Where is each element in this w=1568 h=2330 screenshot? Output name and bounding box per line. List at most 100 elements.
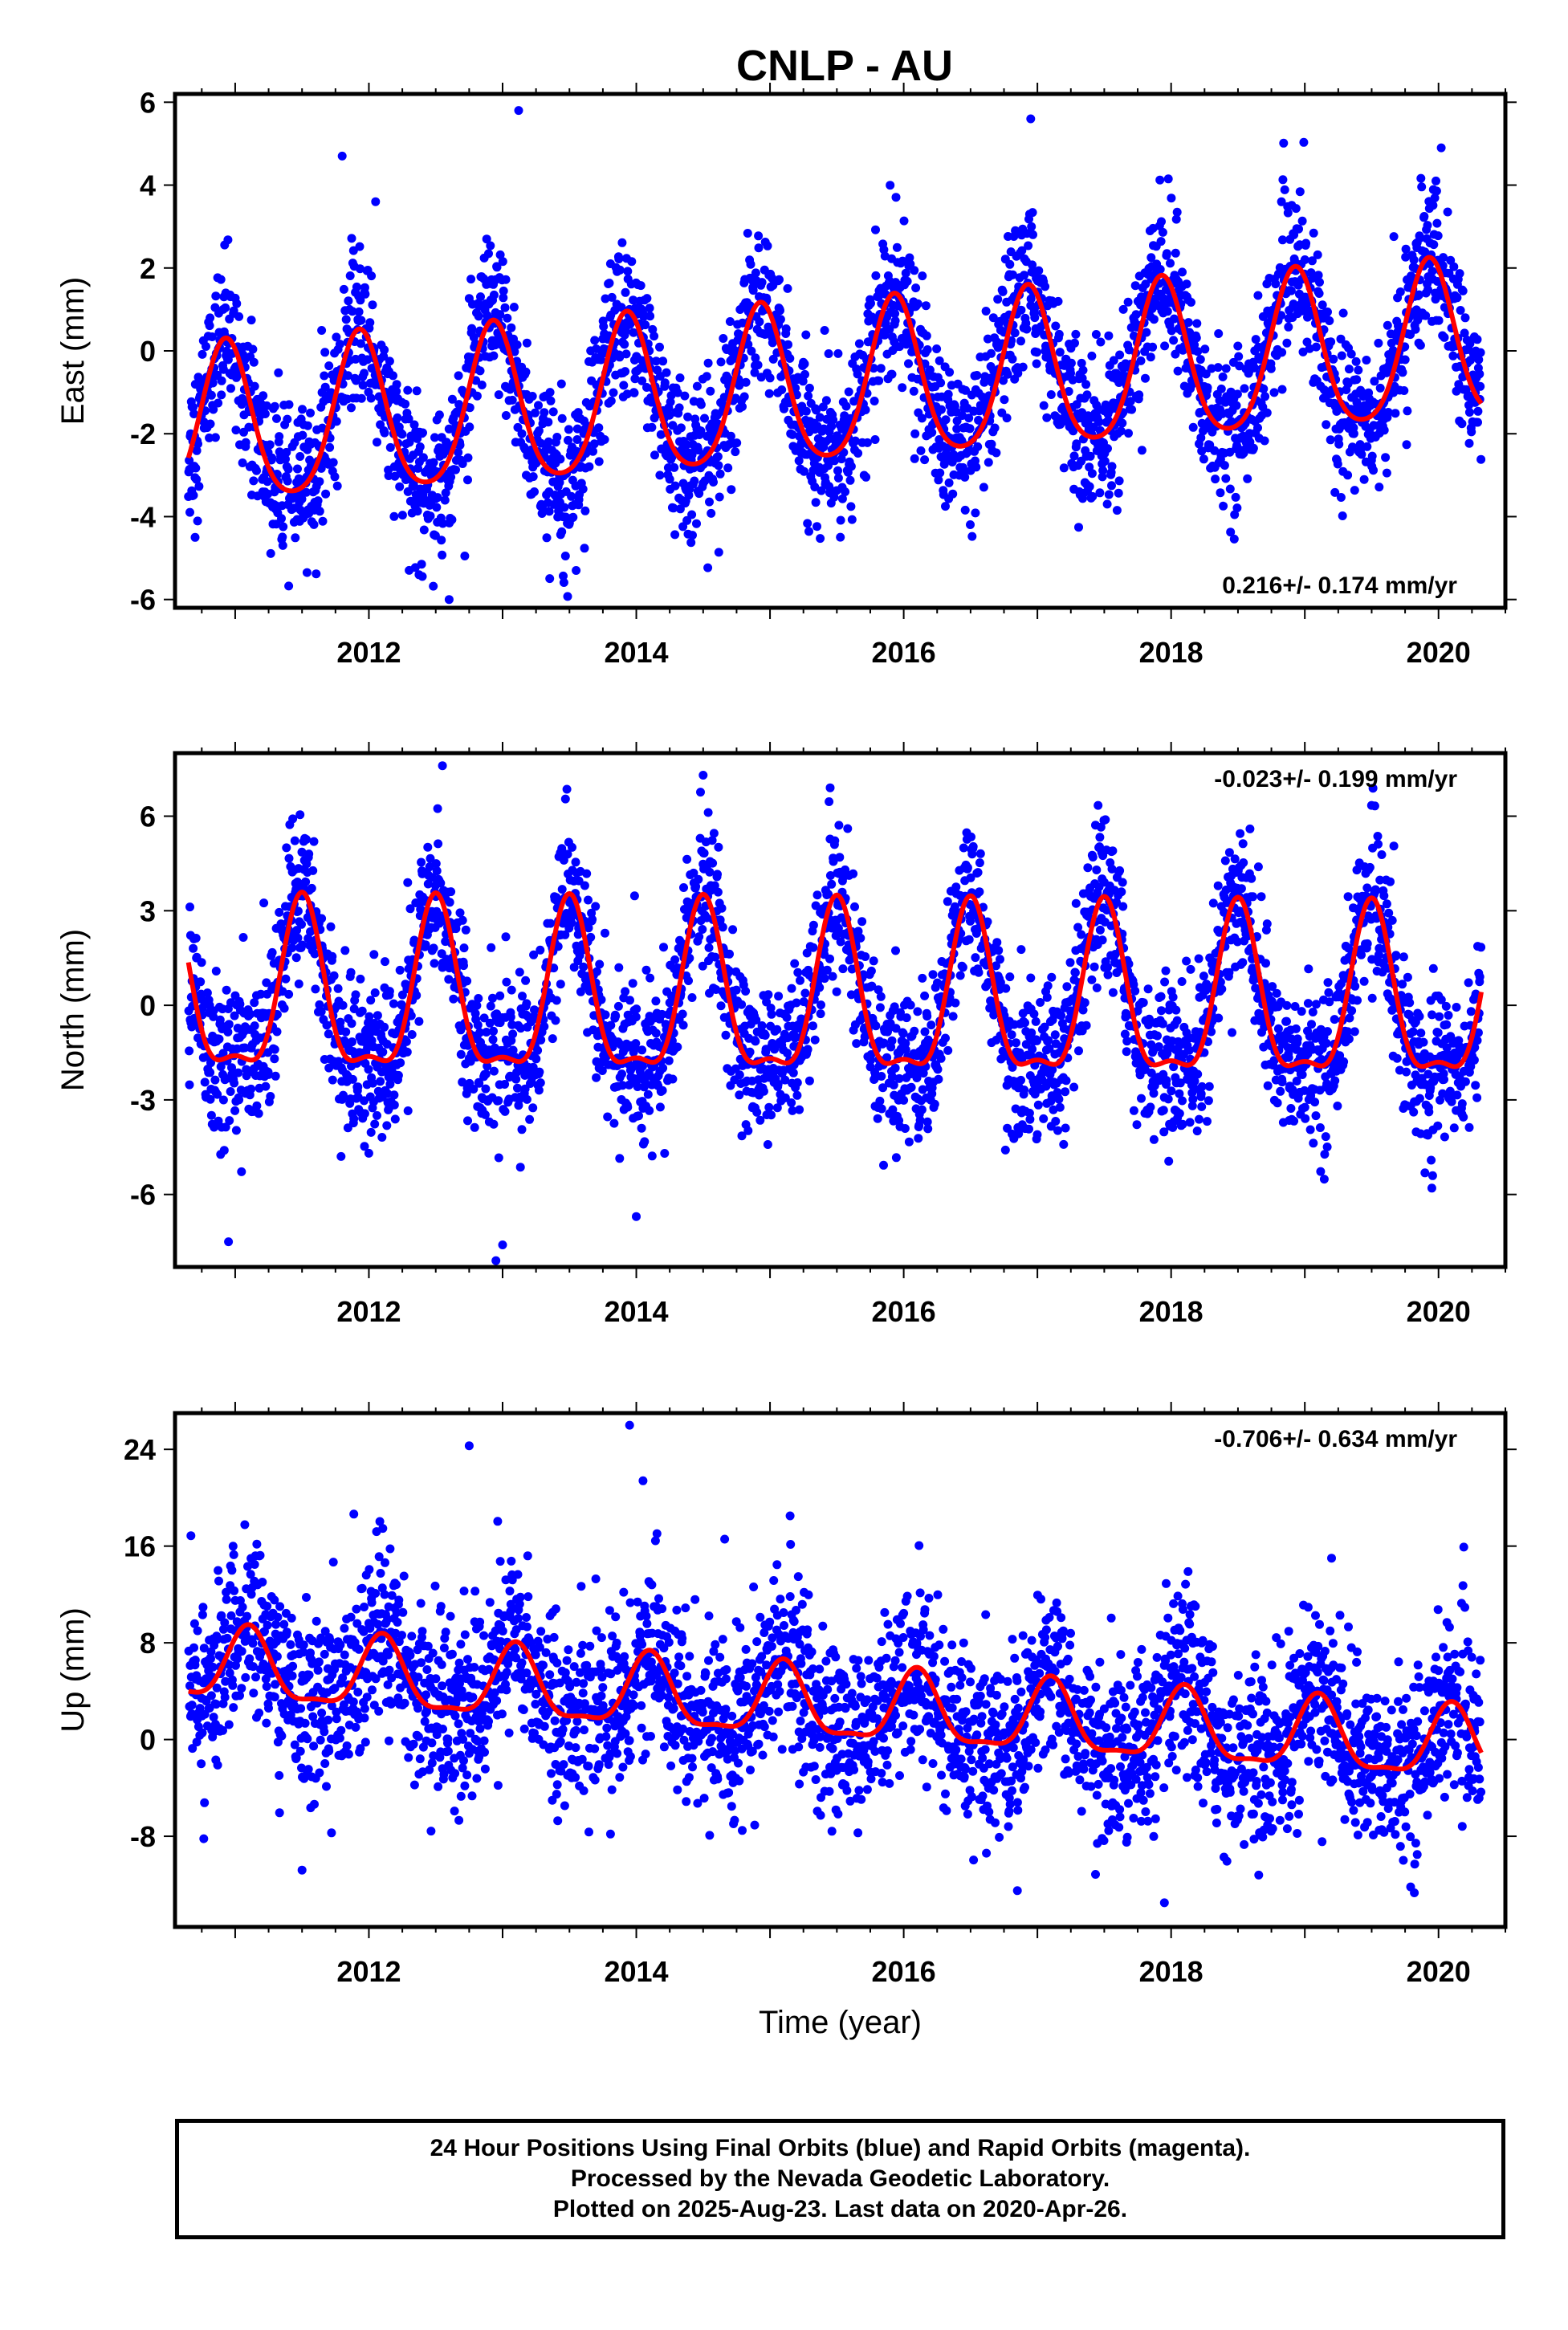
data-point xyxy=(1054,329,1064,339)
data-point xyxy=(413,507,422,516)
data-point xyxy=(430,433,439,442)
data-point xyxy=(473,1020,483,1030)
data-point xyxy=(1221,474,1231,483)
data-point xyxy=(765,373,775,383)
data-point xyxy=(800,369,809,379)
data-point xyxy=(835,853,845,862)
data-point xyxy=(1129,331,1138,340)
data-point xyxy=(309,837,319,846)
data-point xyxy=(723,463,733,473)
data-point xyxy=(369,950,379,959)
data-point xyxy=(841,487,850,496)
data-point xyxy=(869,364,878,373)
data-point xyxy=(198,349,207,359)
data-point xyxy=(568,842,576,852)
data-point xyxy=(311,984,320,994)
data-point xyxy=(501,411,511,420)
data-point xyxy=(1240,384,1249,393)
data-point xyxy=(333,984,343,993)
data-point xyxy=(336,1151,346,1161)
data-point xyxy=(1027,222,1037,231)
data-point xyxy=(1219,501,1228,511)
data-point xyxy=(812,405,821,415)
data-point xyxy=(850,436,860,446)
data-point xyxy=(560,503,569,512)
data-point xyxy=(757,278,767,287)
data-point xyxy=(370,988,380,997)
data-point xyxy=(637,1123,646,1133)
data-point xyxy=(670,462,679,472)
data-point xyxy=(432,503,442,512)
data-point xyxy=(1417,182,1427,192)
data-point xyxy=(1155,175,1165,185)
data-point xyxy=(272,413,281,423)
data-point xyxy=(552,996,561,1005)
data-point xyxy=(1279,138,1289,148)
data-point xyxy=(960,505,970,515)
data-point xyxy=(1196,433,1206,442)
data-point xyxy=(836,532,845,542)
data-point xyxy=(484,249,493,259)
data-point xyxy=(1002,413,1012,423)
data-point xyxy=(910,454,919,463)
data-point xyxy=(645,1106,654,1115)
data-point xyxy=(961,385,971,395)
data-point xyxy=(544,437,553,446)
data-point xyxy=(501,275,511,284)
data-point xyxy=(1095,488,1105,498)
data-point xyxy=(540,1022,549,1031)
data-point xyxy=(1098,466,1108,475)
data-point xyxy=(688,531,697,540)
data-point xyxy=(743,340,753,349)
data-point xyxy=(270,1054,279,1064)
data-point xyxy=(716,1001,726,1011)
data-point xyxy=(713,887,723,897)
data-point xyxy=(764,389,774,398)
data-point xyxy=(1055,348,1065,357)
data-point xyxy=(552,433,562,442)
data-point xyxy=(1032,348,1041,357)
data-point xyxy=(651,996,661,1006)
data-point xyxy=(967,532,977,541)
data-point xyxy=(503,313,512,323)
data-point xyxy=(871,1021,881,1031)
data-point xyxy=(647,1151,657,1161)
data-point xyxy=(827,879,837,889)
data-point xyxy=(679,883,688,892)
data-point xyxy=(332,481,342,491)
data-point xyxy=(642,294,652,303)
x-tick-label: 2016 xyxy=(872,636,936,669)
data-point xyxy=(1148,342,1158,352)
data-point xyxy=(837,494,847,503)
data-point xyxy=(811,498,821,507)
data-point xyxy=(694,874,703,884)
data-point xyxy=(522,338,531,348)
data-point xyxy=(796,976,804,985)
data-point xyxy=(751,353,760,363)
data-point xyxy=(308,866,318,875)
data-point xyxy=(696,426,706,436)
data-point xyxy=(318,516,328,526)
data-points-east xyxy=(184,106,1486,605)
data-point xyxy=(1070,338,1079,348)
data-point xyxy=(1187,298,1195,307)
data-point xyxy=(703,808,713,817)
data-point xyxy=(847,515,857,524)
data-point xyxy=(214,398,223,408)
data-point xyxy=(278,532,287,542)
data-point xyxy=(767,1009,776,1019)
data-point xyxy=(363,355,373,365)
data-point xyxy=(390,471,400,481)
data-point xyxy=(407,1030,417,1039)
data-point xyxy=(316,463,326,473)
data-point xyxy=(444,595,454,605)
data-point xyxy=(716,357,726,367)
data-point xyxy=(875,1003,885,1012)
data-point xyxy=(466,275,476,284)
x-tick-label: 2014 xyxy=(604,636,668,669)
data-point xyxy=(544,418,553,427)
data-point xyxy=(481,1084,491,1094)
data-point xyxy=(625,996,634,1005)
data-point xyxy=(1081,380,1091,389)
data-point xyxy=(879,1160,888,1170)
